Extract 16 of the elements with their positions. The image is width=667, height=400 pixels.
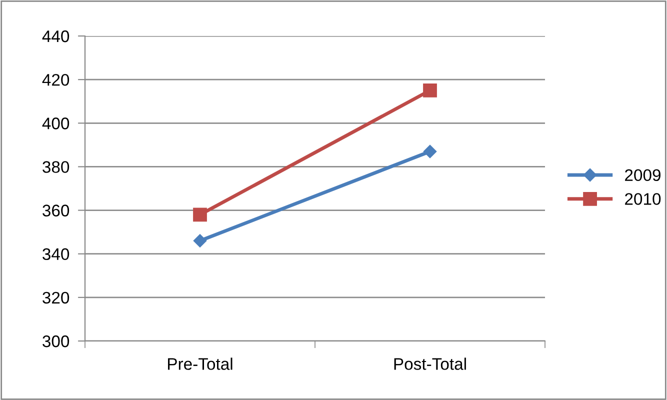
point xyxy=(423,144,437,158)
y-tick-label: 420 xyxy=(42,74,70,86)
x-tick-label: Pre-Total xyxy=(168,358,232,370)
y-tick-label: 380 xyxy=(42,161,70,173)
point xyxy=(193,208,207,222)
legend-label: 2009 xyxy=(625,169,660,182)
point xyxy=(423,84,437,98)
x-tick-label: Post-Total xyxy=(394,358,466,370)
y-tick-label: 400 xyxy=(42,118,70,130)
y-tick-label: 300 xyxy=(42,335,70,348)
y-tick-label: 340 xyxy=(42,248,70,260)
y-tick-label: 440 xyxy=(42,30,70,42)
y-tick-label: 360 xyxy=(42,204,70,216)
legend-label: 2010 xyxy=(625,193,661,205)
y-tick-label: 320 xyxy=(42,292,70,304)
point xyxy=(193,234,207,248)
